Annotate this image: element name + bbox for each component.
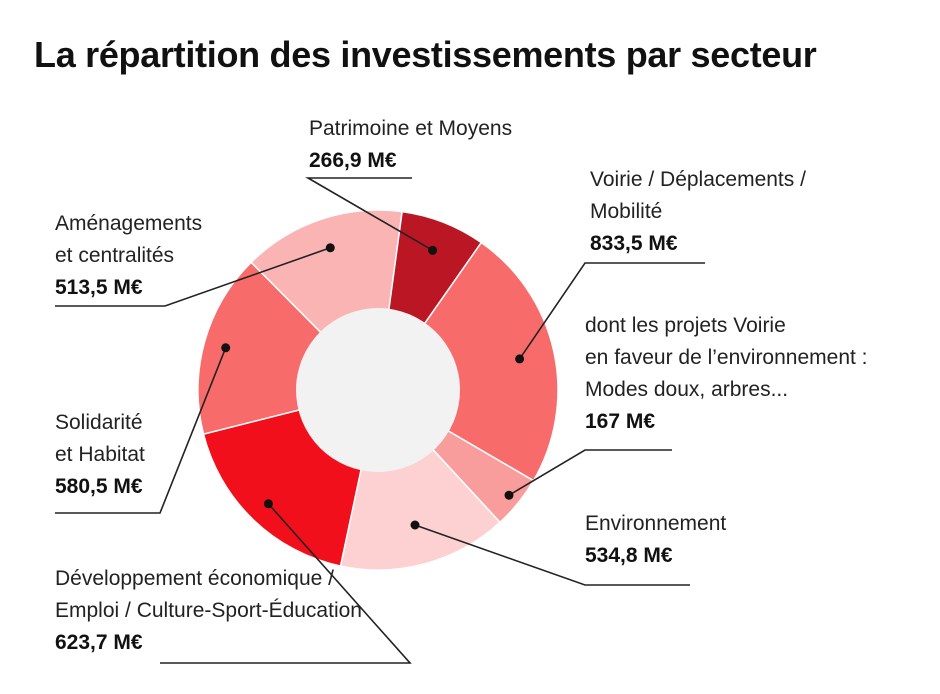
leader-line-developpement: [160, 503, 412, 664]
value-label-environnement: 534,8 M€: [585, 544, 673, 567]
leader-dot-solidarite: [221, 343, 231, 353]
label-text-solidarite: Solidarité: [55, 411, 143, 434]
slice-voirie: [376, 241, 559, 482]
leader-line-environnement: [414, 524, 690, 586]
label-text-voirie-environnement: dont les projets Voirie: [585, 314, 786, 337]
label-text-patrimoine: Patrimoine et Moyens: [309, 117, 513, 140]
value-label-amenagements: 513,5 M€: [55, 276, 143, 299]
value-label-solidarite: 580,5 M€: [55, 475, 143, 498]
value-label-developpement: 623,7 M€: [55, 631, 143, 654]
label-text-developpement: Emploi / Culture-Sport-Éducation: [55, 599, 362, 622]
leader-line-voirie: [518, 262, 705, 360]
leader-dot-patrimoine: [428, 245, 438, 255]
leader-dot-voirie-environnement: [504, 490, 514, 500]
leader-dot-environnement: [410, 520, 420, 530]
label-text-amenagements: et centralités: [55, 244, 175, 267]
leader-line-patrimoine: [305, 177, 434, 251]
label-text-environnement: Environnement: [585, 512, 727, 535]
label-developpement: Développement économique / Emploi / Cultu…: [55, 563, 362, 659]
label-text-amenagements: Aménagements: [55, 212, 203, 235]
label-patrimoine: Patrimoine et Moyens 266,9 M€: [309, 113, 512, 177]
label-solidarite: Solidarité et Habitat 580,5 M€: [55, 407, 145, 503]
label-text-voirie-environnement: en faveur de l’environnement :: [585, 346, 868, 369]
leader-line-solidarite: [55, 347, 227, 514]
leader-dot-amenagements: [325, 243, 335, 253]
label-text-voirie: Mobilité: [590, 200, 663, 223]
label-text-developpement: Développement économique /: [55, 567, 335, 590]
label-text-solidarite: et Habitat: [55, 443, 145, 466]
label-environnement: Environnement 534,8 M€: [585, 508, 726, 572]
chart-title: La répartition des investissements par s…: [34, 34, 817, 75]
leader-dot-developpement: [263, 499, 273, 509]
label-text-voirie-environnement: Modes doux, arbres...: [585, 378, 789, 401]
leader-line-amenagements: [55, 247, 331, 307]
value-label-voirie-environnement: 167 M€: [585, 410, 656, 433]
leader-dot-voirie: [515, 354, 525, 364]
donut-center: [296, 308, 460, 472]
leader-line-voirie-environnement: [508, 449, 672, 496]
label-amenagements: Aménagements et centralités 513,5 M€: [55, 208, 202, 304]
label-voirie-environnement: dont les projets Voirie en faveur de l’en…: [585, 310, 868, 438]
label-voirie: Voirie / Déplacements / Mobilité 833,5 M€: [590, 164, 806, 260]
label-text-voirie: Voirie / Déplacements /: [590, 168, 806, 191]
value-label-voirie: 833,5 M€: [590, 232, 678, 255]
value-label-patrimoine: 266,9 M€: [309, 149, 397, 172]
